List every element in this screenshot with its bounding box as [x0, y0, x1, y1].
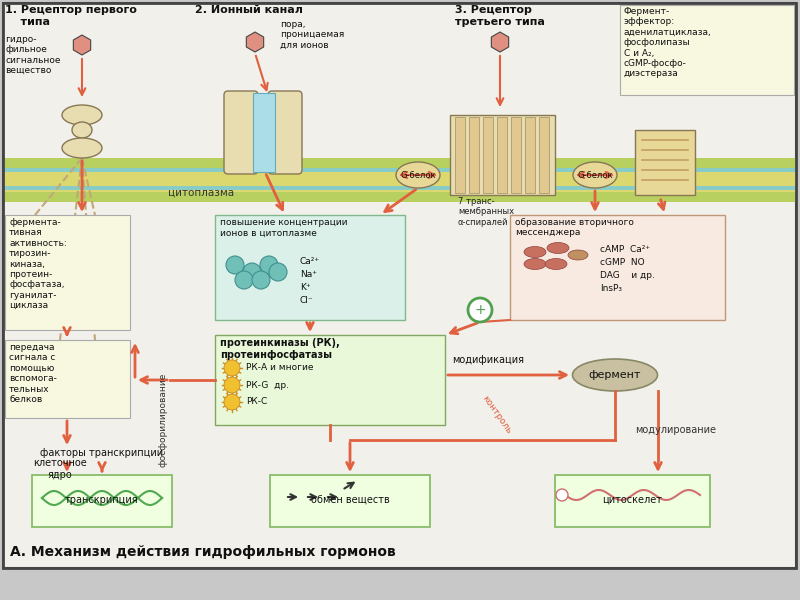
Text: DAG    и др.: DAG и др.: [600, 271, 655, 280]
Ellipse shape: [62, 138, 102, 158]
Bar: [5, 340, 130, 418]
Text: РК-С: РК-С: [246, 397, 267, 407]
Circle shape: [252, 271, 270, 289]
Circle shape: [260, 256, 278, 274]
Text: пора,
проницаемая
для ионов: пора, проницаемая для ионов: [280, 20, 344, 50]
Polygon shape: [74, 35, 90, 55]
Circle shape: [226, 256, 244, 274]
Bar: [3, 186, 796, 190]
Polygon shape: [491, 32, 509, 52]
Text: контроль: контроль: [481, 394, 514, 436]
Text: 7 транс-
мембранных
α-спиралей: 7 транс- мембранных α-спиралей: [458, 197, 514, 227]
Bar: [620, 5, 794, 95]
Circle shape: [468, 298, 492, 322]
Ellipse shape: [573, 162, 617, 188]
Text: фермента-
тивная
активность:
тирозин-
киназа,
протеин-
фосфатаза,
гуанилат-
цикл: фермента- тивная активность: тирозин- ки…: [9, 218, 66, 310]
Circle shape: [224, 394, 240, 410]
Bar: [483, 117, 493, 193]
Text: А. Механизм действия гидрофильных гормонов: А. Механизм действия гидрофильных гормон…: [10, 545, 396, 559]
Circle shape: [224, 360, 240, 376]
Ellipse shape: [62, 105, 102, 125]
Bar: [469, 117, 479, 193]
Bar: [32, 475, 172, 527]
Bar: [215, 335, 445, 425]
Bar: [455, 117, 465, 193]
Text: образование вторичного
мессенджера: образование вторичного мессенджера: [515, 218, 634, 238]
Bar: [497, 117, 507, 193]
Bar: [253, 93, 275, 172]
Bar: [635, 130, 695, 195]
Text: InsP₃: InsP₃: [600, 284, 622, 293]
Bar: [3, 168, 796, 172]
Text: Na⁺: Na⁺: [300, 270, 317, 279]
Bar: [3, 192, 796, 202]
Ellipse shape: [396, 162, 440, 188]
Ellipse shape: [573, 359, 658, 391]
Text: Cl⁻: Cl⁻: [300, 296, 314, 305]
Text: фосфорилирование: фосфорилирование: [159, 373, 168, 467]
Text: фермент: фермент: [589, 370, 641, 380]
Text: Фермент-
эффектор:
аденилатциклаза,
фосфолипазы
С и А₂,
cGMP-фосфо-
диэстераза: Фермент- эффектор: аденилатциклаза, фосф…: [624, 7, 712, 79]
Ellipse shape: [524, 259, 546, 269]
Ellipse shape: [545, 259, 567, 269]
Text: обмен веществ: обмен веществ: [310, 495, 390, 505]
Text: повышение концентрации
ионов в цитоплазме: повышение концентрации ионов в цитоплазм…: [220, 218, 347, 238]
Bar: [525, 117, 535, 193]
Bar: [555, 475, 710, 527]
Text: транскрипция: транскрипция: [65, 495, 139, 505]
Text: 1. Рецептор первого
    типа: 1. Рецептор первого типа: [5, 5, 137, 26]
Circle shape: [235, 271, 253, 289]
Bar: [450, 115, 555, 195]
Text: 3. Рецептор
третьего типа: 3. Рецептор третьего типа: [455, 5, 545, 26]
Text: cGMP  NO: cGMP NO: [600, 258, 645, 267]
Ellipse shape: [524, 247, 546, 257]
Text: РК-G  др.: РК-G др.: [246, 380, 289, 389]
Circle shape: [269, 263, 287, 281]
Circle shape: [556, 489, 568, 501]
Text: K⁺: K⁺: [300, 283, 310, 292]
Text: G-белок: G-белок: [400, 170, 436, 179]
Text: цитоплазма: цитоплазма: [168, 188, 234, 198]
Text: протеинкиназы (РК),
протеинфосфатазы: протеинкиназы (РК), протеинфосфатазы: [220, 338, 340, 359]
Text: клеточное
ядро: клеточное ядро: [33, 458, 87, 479]
Bar: [3, 158, 796, 168]
Text: передача
сигнала с
помощью
вспомога-
тельных
белков: передача сигнала с помощью вспомога- тел…: [9, 343, 57, 404]
Ellipse shape: [72, 122, 92, 138]
Text: cAMP  Ca²⁺: cAMP Ca²⁺: [600, 245, 650, 254]
Text: модулирование: модулирование: [635, 425, 716, 435]
Text: Ca²⁺: Ca²⁺: [300, 257, 320, 266]
Text: +: +: [474, 303, 486, 317]
Text: G-белок: G-белок: [577, 170, 613, 179]
Text: 2. Ионный канал: 2. Ионный канал: [195, 5, 303, 15]
Text: цитоскелет: цитоскелет: [602, 495, 662, 505]
Bar: [3, 168, 796, 192]
Text: факторы транскрипции: факторы транскрипции: [41, 448, 163, 458]
Bar: [270, 475, 430, 527]
Bar: [215, 215, 405, 320]
Bar: [510, 215, 725, 320]
Polygon shape: [246, 32, 264, 52]
Circle shape: [224, 377, 240, 393]
Ellipse shape: [547, 242, 569, 253]
Circle shape: [243, 263, 261, 281]
Text: гидро-
фильное
сигнальное
вещество: гидро- фильное сигнальное вещество: [5, 35, 61, 75]
Ellipse shape: [568, 250, 588, 260]
FancyBboxPatch shape: [224, 91, 258, 174]
FancyBboxPatch shape: [268, 91, 302, 174]
Bar: [5, 215, 130, 330]
Text: РК-А и многие: РК-А и многие: [246, 364, 314, 373]
Text: модификация: модификация: [452, 355, 524, 365]
Bar: [511, 117, 521, 193]
Bar: [539, 117, 549, 193]
